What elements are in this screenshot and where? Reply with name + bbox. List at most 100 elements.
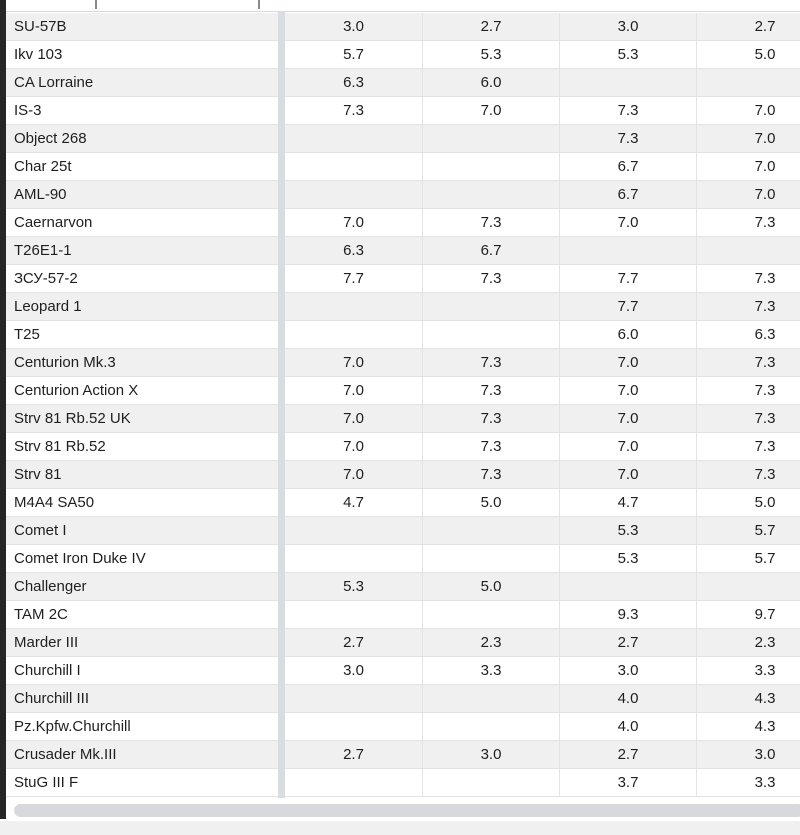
value-cell: 5.0 <box>696 489 800 516</box>
value-cell <box>285 601 422 628</box>
value-cell <box>285 125 422 152</box>
value-cell: 7.0 <box>422 97 559 124</box>
table-row[interactable]: 3.0 2.7 3.0 2.7 <box>285 13 800 41</box>
row-name-cell[interactable]: Char 25t <box>6 153 278 181</box>
value-cell: 7.0 <box>696 125 800 152</box>
value-cell: 3.0 <box>696 741 800 768</box>
table-row[interactable]: 2.7 2.3 2.7 2.3 <box>285 629 800 657</box>
table-row[interactable]: 7.0 7.3 7.0 7.3 <box>285 405 800 433</box>
table-row[interactable]: 3.7 3.3 <box>285 769 800 797</box>
value-cell: 7.0 <box>343 438 364 455</box>
value-cell: 7.0 <box>559 461 696 488</box>
value-cell <box>696 69 800 96</box>
value-cell <box>422 517 559 544</box>
horizontal-scrollbar-thumb[interactable] <box>14 804 800 817</box>
row-name-cell[interactable]: IS-3 <box>6 97 278 125</box>
value-cell <box>285 321 422 348</box>
row-name-cell[interactable]: Churchill I <box>6 657 278 685</box>
row-name-cell[interactable]: Comet Iron Duke IV <box>6 545 278 573</box>
left-edge-bar <box>0 0 6 819</box>
value-cell <box>285 153 422 180</box>
value-cell: 7.0 <box>559 349 696 376</box>
row-name-cell[interactable]: Caernarvon <box>6 209 278 237</box>
value-cell: 7.3 <box>696 377 800 404</box>
table-row[interactable]: 5.3 5.0 <box>285 573 800 601</box>
row-name-cell[interactable]: ЗСУ-57-2 <box>6 265 278 293</box>
value-cell <box>285 181 422 208</box>
value-cell: 7.3 <box>696 209 800 236</box>
pane-divider-scrollbar[interactable] <box>278 12 285 800</box>
value-cell: 4.3 <box>696 685 800 712</box>
value-cell: 7.0 <box>343 354 364 371</box>
table-row[interactable]: 4.0 4.3 <box>285 685 800 713</box>
value-cell: 6.3 <box>343 74 364 91</box>
value-cell: 5.3 <box>422 41 559 68</box>
table-row[interactable]: 6.7 7.0 <box>285 181 800 209</box>
name-column: SU-57B Ikv 103 CA Lorraine IS-3 Object 268 Ch… <box>6 13 278 797</box>
value-cell: 6.7 <box>559 153 696 180</box>
table-row[interactable]: 5.7 5.3 5.3 5.0 <box>285 41 800 69</box>
table-row[interactable]: 6.3 6.0 <box>285 69 800 97</box>
value-cell: 7.3 <box>422 377 559 404</box>
row-name-cell[interactable]: Strv 81 <box>6 461 278 489</box>
table-row[interactable]: 7.3 7.0 7.3 7.0 <box>285 97 800 125</box>
row-name-cell[interactable]: T25 <box>6 321 278 349</box>
value-cell: 7.3 <box>422 433 559 460</box>
row-name-cell[interactable]: Challenger <box>6 573 278 601</box>
row-name-cell[interactable]: Ikv 103 <box>6 41 278 69</box>
value-cell: 5.7 <box>696 545 800 572</box>
table-row[interactable]: 4.0 4.3 <box>285 713 800 741</box>
table-row[interactable]: 7.0 7.3 7.0 7.3 <box>285 461 800 489</box>
value-cell: 7.3 <box>343 102 364 119</box>
table-row[interactable]: 7.0 7.3 7.0 7.3 <box>285 377 800 405</box>
table-row[interactable]: 6.0 6.3 <box>285 321 800 349</box>
value-cell: 4.7 <box>343 494 364 511</box>
row-name-cell[interactable]: Comet I <box>6 517 278 545</box>
value-cell: 6.0 <box>559 321 696 348</box>
row-name-cell[interactable]: CA Lorraine <box>6 69 278 97</box>
value-cell <box>285 713 422 740</box>
value-cell: 7.7 <box>343 270 364 287</box>
table-row[interactable]: 6.7 7.0 <box>285 153 800 181</box>
row-name-cell[interactable]: Centurion Mk.3 <box>6 349 278 377</box>
value-cell <box>285 517 422 544</box>
table-row[interactable]: 7.0 7.3 7.0 7.3 <box>285 209 800 237</box>
cutoff-header-strip <box>6 0 800 12</box>
table-row[interactable]: 7.3 7.0 <box>285 125 800 153</box>
row-name-cell[interactable]: T26E1-1 <box>6 237 278 265</box>
value-cell <box>285 769 422 796</box>
row-name-cell[interactable]: Crusader Mk.III <box>6 741 278 769</box>
value-cell: 7.0 <box>343 410 364 427</box>
row-name-cell[interactable]: Object 268 <box>6 125 278 153</box>
row-name-cell[interactable]: Churchill III <box>6 685 278 713</box>
row-name-cell[interactable]: StuG III F <box>6 769 278 797</box>
table-row[interactable]: 2.7 3.0 2.7 3.0 <box>285 741 800 769</box>
row-name-cell[interactable]: Strv 81 Rb.52 UK <box>6 405 278 433</box>
row-name-cell[interactable]: TAM 2C <box>6 601 278 629</box>
table-row[interactable]: 7.7 7.3 7.7 7.3 <box>285 265 800 293</box>
row-name-cell[interactable]: Strv 81 Rb.52 <box>6 433 278 461</box>
value-cell: 7.0 <box>343 466 364 483</box>
table-row[interactable]: 7.0 7.3 7.0 7.3 <box>285 349 800 377</box>
table-row[interactable]: 3.0 3.3 3.0 3.3 <box>285 657 800 685</box>
value-cell <box>422 545 559 572</box>
table-row[interactable]: 5.3 5.7 <box>285 545 800 573</box>
row-name-cell[interactable]: Pz.Kpfw.Churchill <box>6 713 278 741</box>
table-row[interactable]: 7.7 7.3 <box>285 293 800 321</box>
row-name-cell[interactable]: M4A4 SA50 <box>6 489 278 517</box>
table-row[interactable]: 6.3 6.7 <box>285 237 800 265</box>
row-name-cell[interactable]: Marder III <box>6 629 278 657</box>
table-row[interactable]: 7.0 7.3 7.0 7.3 <box>285 433 800 461</box>
value-cell: 2.7 <box>696 13 800 40</box>
value-cell <box>696 573 800 600</box>
row-name-cell[interactable]: Leopard 1 <box>6 293 278 321</box>
table-row[interactable]: 4.7 5.0 4.7 5.0 <box>285 489 800 517</box>
value-cell: 9.7 <box>696 601 800 628</box>
table-row[interactable]: 5.3 5.7 <box>285 517 800 545</box>
row-name-cell[interactable]: Centurion Action X <box>6 377 278 405</box>
value-cell: 9.3 <box>559 601 696 628</box>
row-name-cell[interactable]: AML-90 <box>6 181 278 209</box>
row-name-cell[interactable]: SU-57B <box>6 13 278 41</box>
value-cell: 3.0 <box>559 657 696 684</box>
table-row[interactable]: 9.3 9.7 <box>285 601 800 629</box>
